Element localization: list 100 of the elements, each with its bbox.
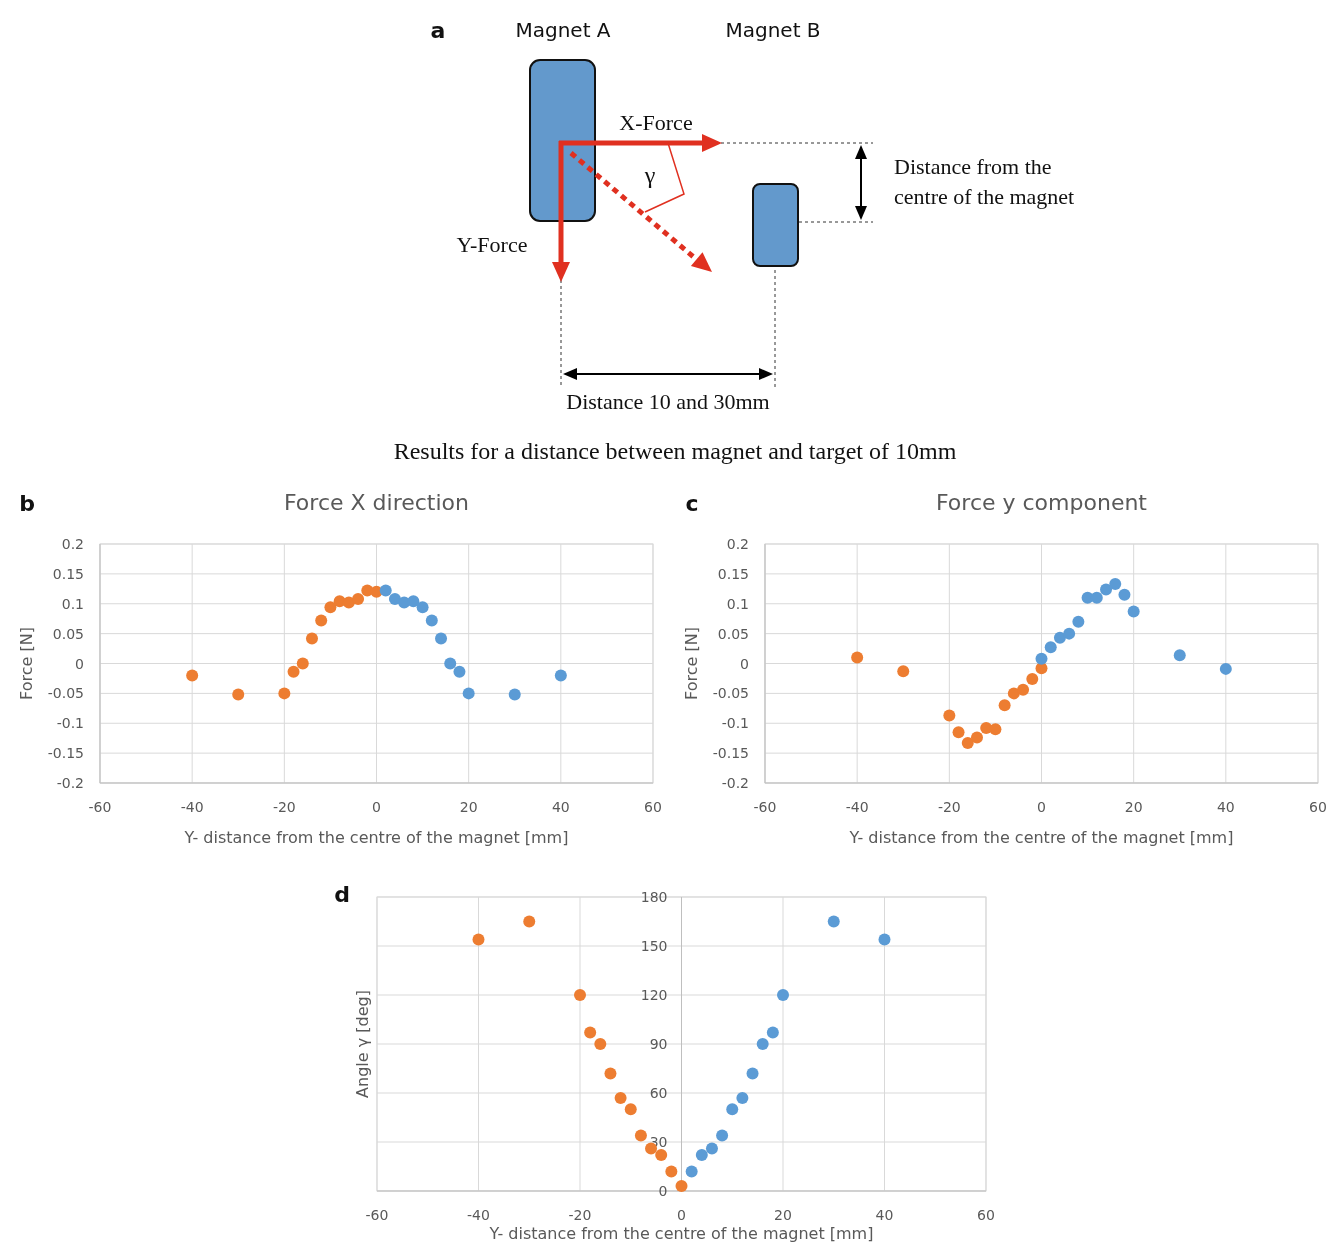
y-tick-label: -0.1 [721, 715, 749, 732]
point [989, 723, 1002, 736]
x-tick-label: -40 [467, 1207, 490, 1223]
y-tick-label: 180 [640, 889, 668, 905]
point [634, 1129, 647, 1142]
point [444, 657, 457, 670]
x-tick-label: 0 [1037, 799, 1046, 815]
point [1127, 605, 1140, 618]
point [453, 665, 466, 678]
point [897, 665, 910, 678]
x-tick-label: -60 [753, 799, 777, 815]
point [685, 1165, 698, 1178]
point [1109, 578, 1122, 591]
y-tick-label: 0.1 [726, 595, 749, 612]
point [1063, 627, 1076, 640]
y-tick-label: 0 [740, 655, 749, 672]
point [695, 1149, 708, 1162]
y-tick-label: 0.1 [61, 595, 84, 612]
point [287, 665, 300, 678]
text: γ [643, 162, 656, 188]
point [827, 915, 840, 928]
point [726, 1103, 739, 1116]
x-tick-label: 40 [551, 799, 570, 815]
y-tick-label: -0.05 [712, 685, 749, 702]
point [716, 1129, 729, 1142]
point [1035, 652, 1048, 665]
x-tick-label: -40 [180, 799, 204, 815]
point [943, 709, 956, 722]
point [186, 669, 199, 682]
point [665, 1165, 678, 1178]
text: Magnet A [515, 18, 611, 42]
point [296, 657, 309, 670]
x-axis-title: Y- distance from the centre of the magnet [mm] [183, 828, 569, 847]
point [1044, 641, 1057, 654]
chart-title: Force X direction [284, 490, 469, 515]
point [416, 601, 429, 614]
text: Distance 10 and 30mm [566, 389, 770, 414]
point [980, 722, 993, 735]
point [1072, 615, 1085, 628]
point [1118, 588, 1131, 601]
point [305, 632, 318, 645]
point [584, 1026, 597, 1039]
point [756, 1038, 769, 1050]
point [675, 1180, 688, 1193]
x-tick-label: -60 [88, 799, 112, 815]
y-tick-label: -0.05 [47, 685, 84, 702]
point [315, 614, 328, 627]
x-tick-label: 60 [977, 1207, 995, 1223]
text: X-Force [619, 110, 693, 135]
point [736, 1091, 749, 1104]
point [574, 989, 586, 1001]
point [508, 688, 521, 701]
point [379, 584, 392, 597]
point [1100, 583, 1113, 596]
point [878, 933, 891, 946]
point [594, 1038, 607, 1050]
x-axis-title: Y- distance from the centre of the magnet [mm] [848, 828, 1234, 847]
point [324, 601, 337, 614]
point [232, 688, 245, 701]
point [554, 669, 567, 682]
x-tick-label: -20 [937, 799, 961, 815]
y-tick-label: -0.15 [47, 745, 84, 762]
y-tick-label: 0.05 [717, 625, 749, 642]
x-tick-label: 20 [459, 799, 478, 815]
text: c [685, 491, 699, 516]
chart-title: Force y component [936, 490, 1148, 515]
point [604, 1067, 617, 1080]
y-axis-title: Force [N] [682, 627, 701, 700]
text: Y-Force [456, 232, 528, 257]
y-tick-label: 0.15 [52, 565, 84, 582]
y-tick-label: -0.15 [712, 745, 749, 762]
x-tick-label: -20 [568, 1207, 592, 1223]
text: a [430, 18, 446, 43]
text: Magnet B [725, 18, 821, 42]
y-tick-label: 60 [649, 1085, 668, 1101]
x-tick-label: -20 [272, 799, 296, 815]
point [851, 651, 864, 664]
point [462, 687, 475, 700]
text: Distance from the centre of the magnet [894, 154, 1075, 209]
point [970, 731, 983, 744]
x-tick-label: -40 [845, 799, 869, 815]
point [998, 699, 1011, 712]
y-tick-label: -0.2 [56, 775, 84, 791]
y-tick-label: 90 [649, 1036, 668, 1052]
point [472, 933, 485, 946]
y-tick-label: 120 [640, 987, 668, 1003]
y-tick-label: 150 [640, 938, 668, 954]
point [952, 726, 965, 739]
y-axis-title: Force [N] [17, 627, 36, 700]
point [388, 592, 401, 605]
x-tick-label: 0 [372, 799, 381, 815]
point [1053, 631, 1066, 644]
y-axis-title: Angle γ [deg] [353, 990, 372, 1098]
y-tick-label: 0 [75, 655, 84, 672]
point [425, 614, 438, 627]
x-tick-label: 20 [1124, 799, 1143, 815]
x-axis-title: Y- distance from the centre of the magnet [mm] [488, 1224, 874, 1243]
point [624, 1103, 637, 1116]
x-tick-label: 0 [677, 1207, 686, 1223]
point [766, 1026, 779, 1039]
